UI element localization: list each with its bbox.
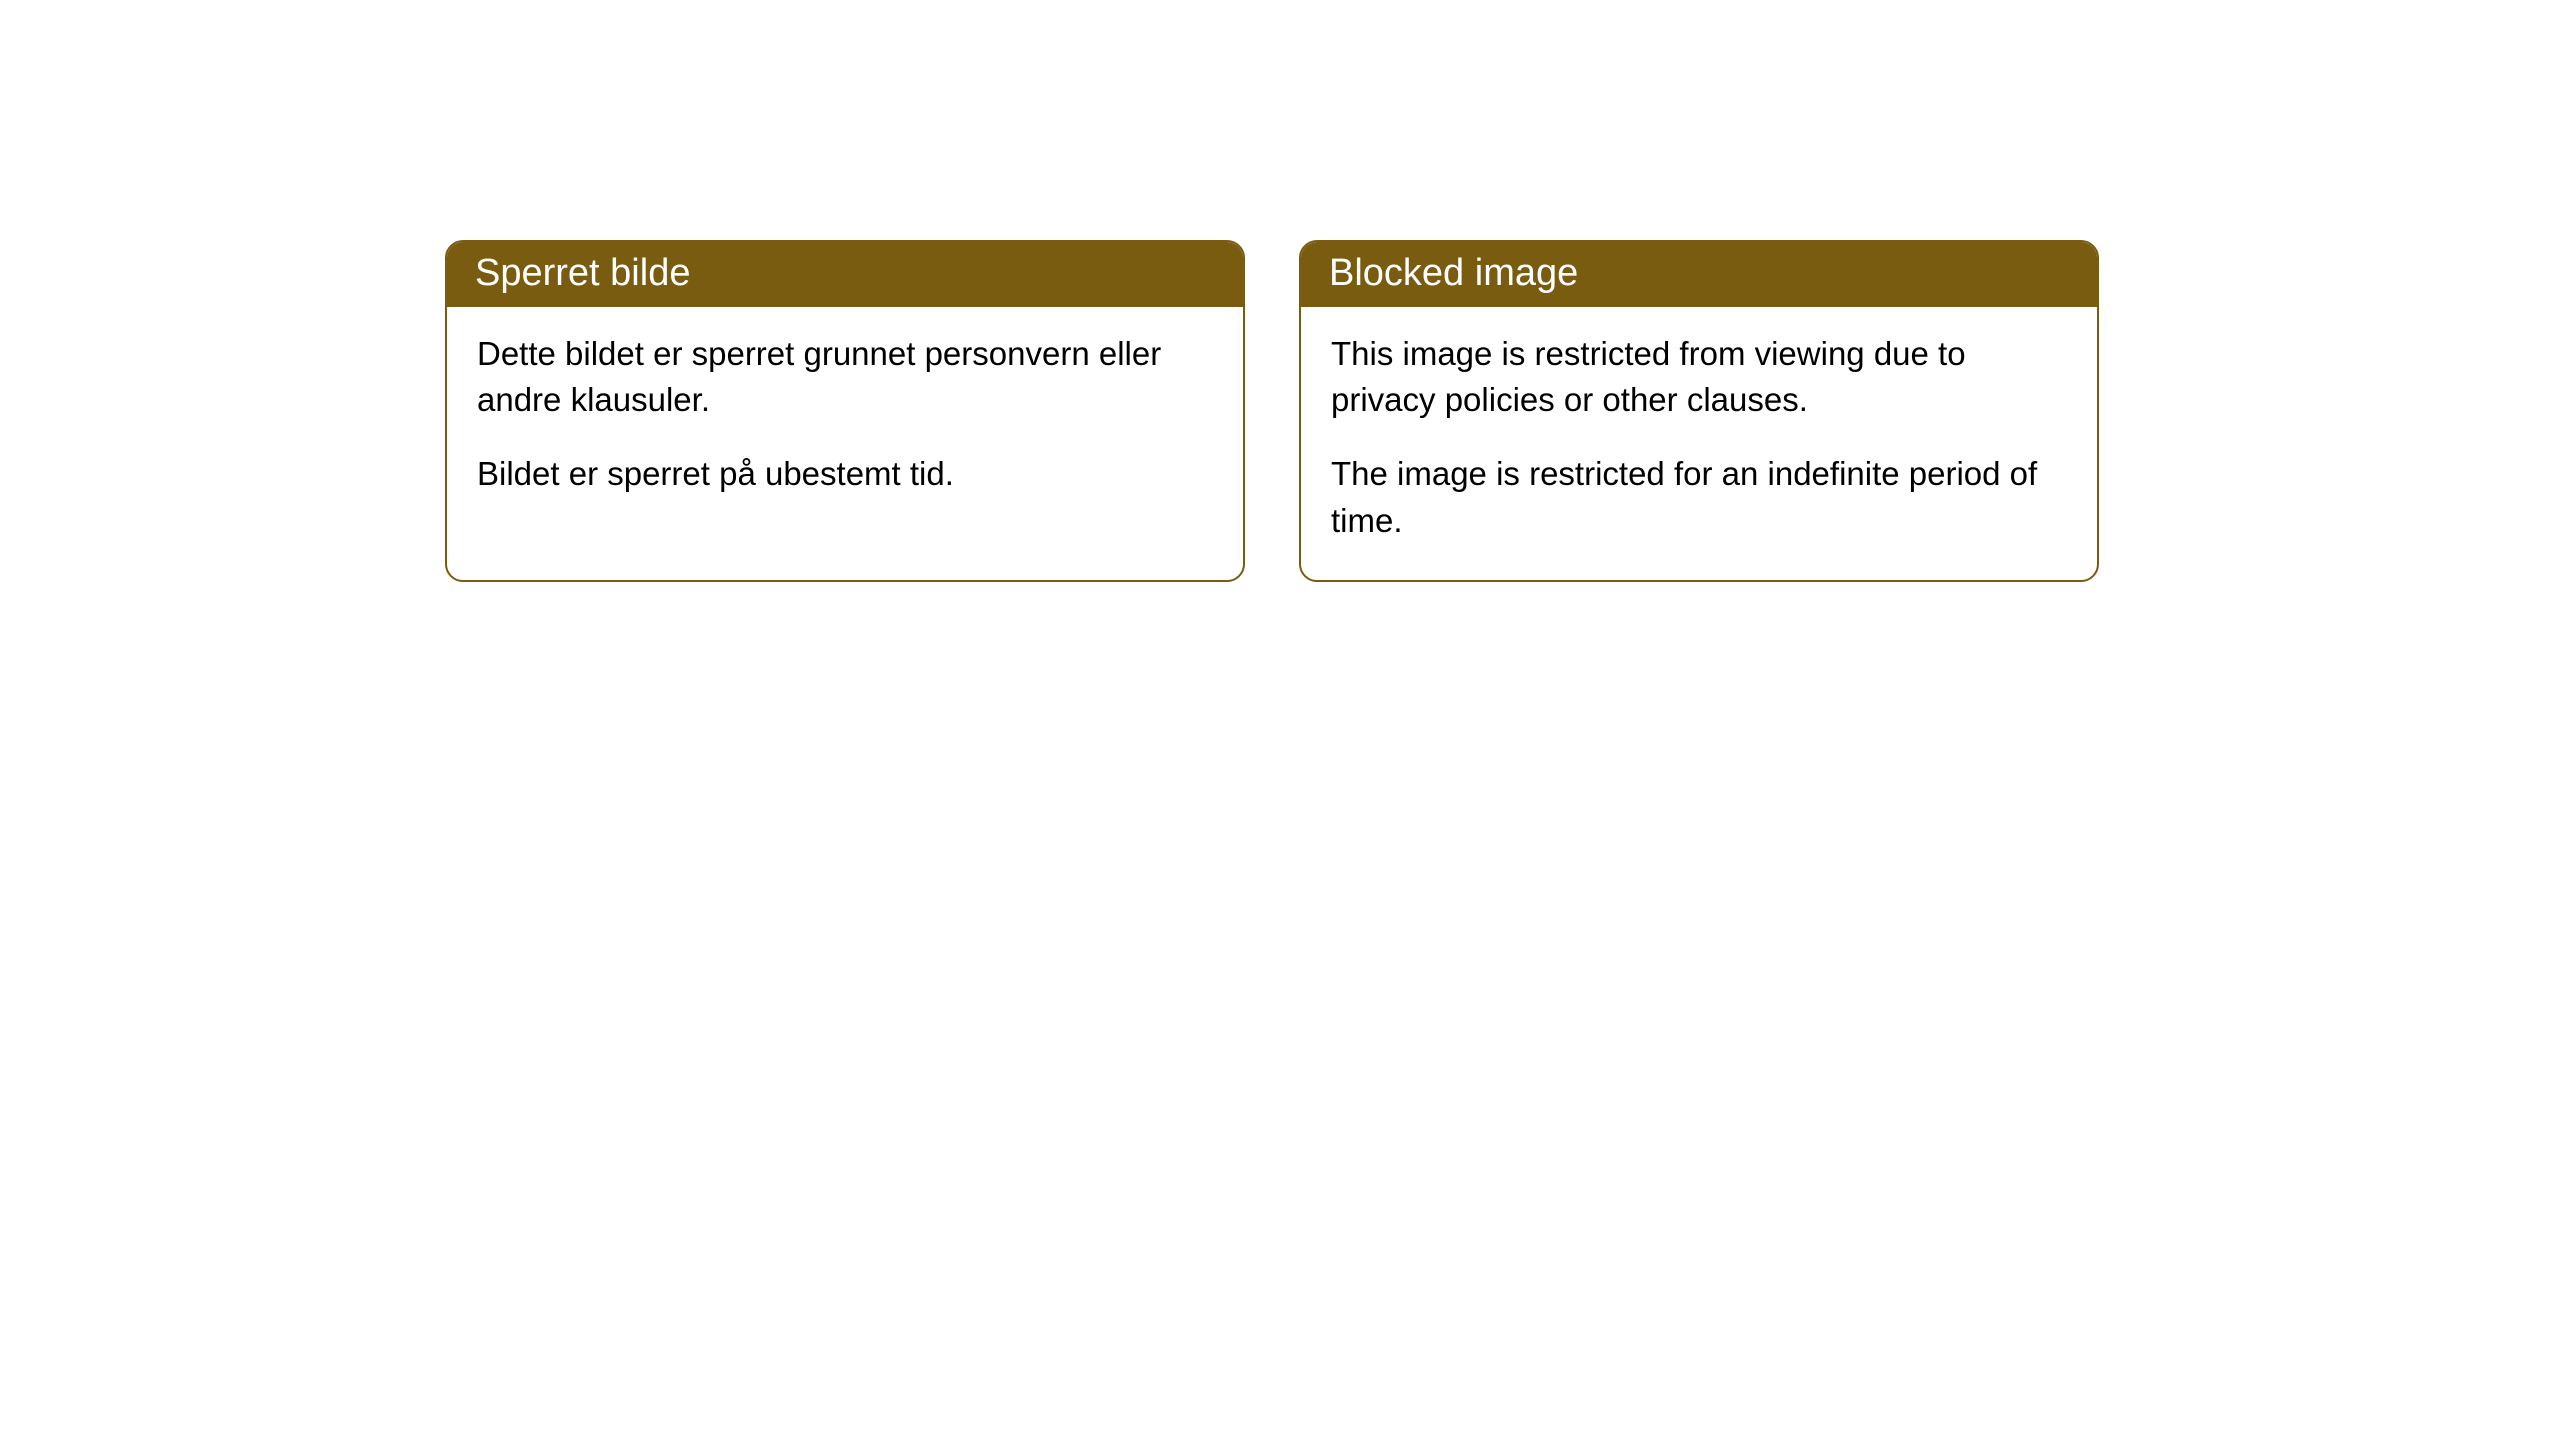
card-text-secondary: Bildet er sperret på ubestemt tid. — [477, 451, 1213, 497]
card-text-primary: Dette bildet er sperret grunnet personve… — [477, 331, 1213, 423]
card-text-primary: This image is restricted from viewing du… — [1331, 331, 2067, 423]
notice-cards-container: Sperret bilde Dette bildet er sperret gr… — [0, 0, 2560, 582]
blocked-image-card-english: Blocked image This image is restricted f… — [1299, 240, 2099, 582]
blocked-image-card-norwegian: Sperret bilde Dette bildet er sperret gr… — [445, 240, 1245, 582]
card-title: Sperret bilde — [447, 242, 1243, 307]
card-text-secondary: The image is restricted for an indefinit… — [1331, 451, 2067, 543]
card-body: This image is restricted from viewing du… — [1301, 307, 2097, 580]
card-body: Dette bildet er sperret grunnet personve… — [447, 307, 1243, 534]
card-title: Blocked image — [1301, 242, 2097, 307]
